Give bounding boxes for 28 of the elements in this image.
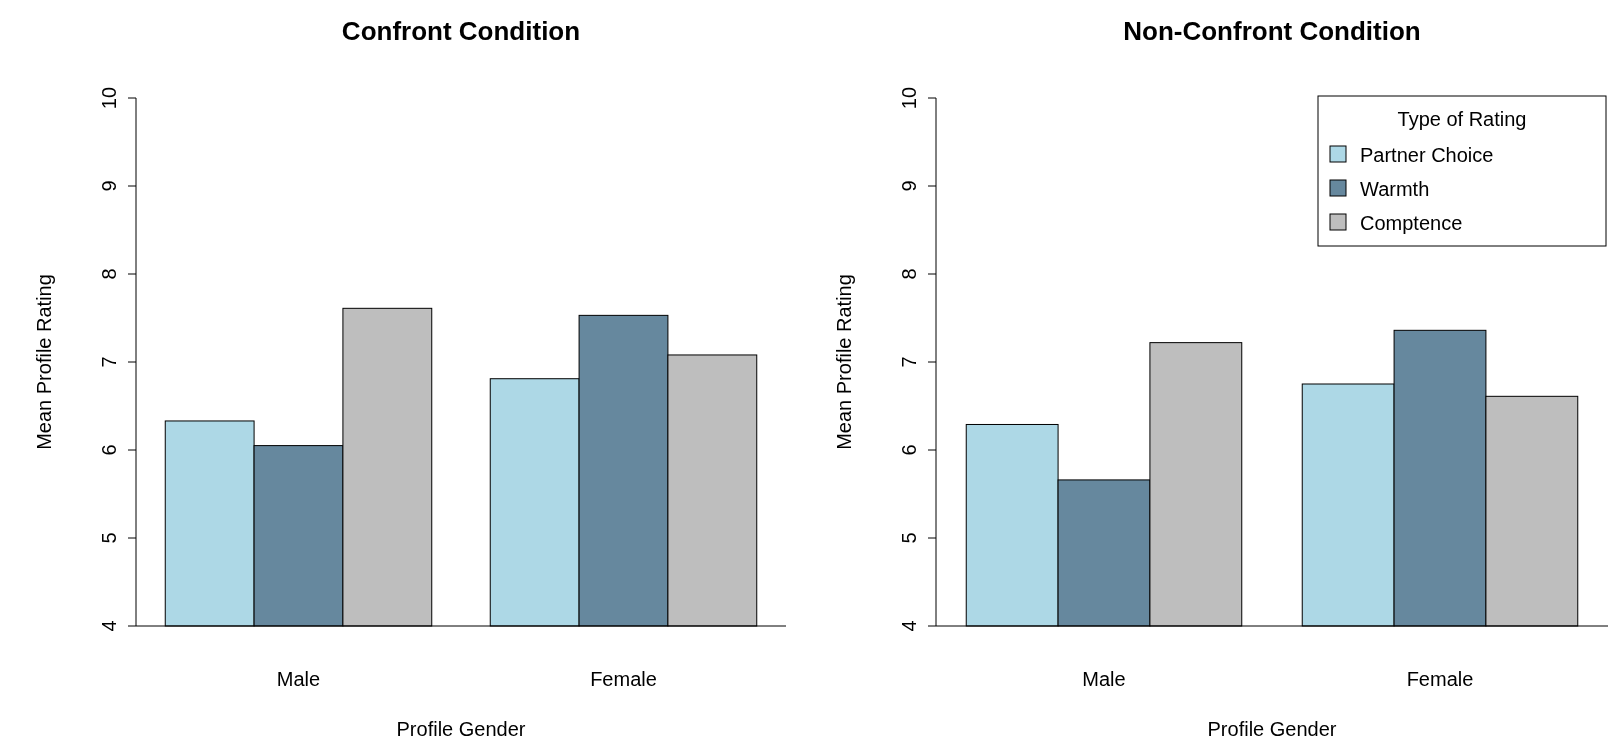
y-tick-label: 10: [98, 86, 120, 110]
y-tick-label: 5: [98, 532, 120, 544]
x-tick-label: Female: [590, 668, 657, 690]
legend-label: Warmth: [1360, 178, 1430, 200]
y-tick-label: 6: [898, 444, 920, 456]
y-tick-label: 8: [98, 268, 120, 280]
x-axis-title: Profile Gender: [1207, 718, 1337, 740]
y-tick-label: 8: [898, 268, 920, 280]
x-tick-label: Male: [276, 668, 321, 690]
legend-title: Type of Rating: [1397, 108, 1527, 130]
y-axis-title: Mean Profile Rating: [833, 274, 855, 450]
y-tick-label: 7: [898, 356, 920, 368]
y-tick-label: 4: [898, 620, 920, 632]
y-tick-label: 6: [98, 444, 120, 456]
x-tick-label: Female: [1406, 668, 1474, 690]
y-tick-label: 5: [898, 532, 920, 544]
legend-label: Comptence: [1360, 212, 1463, 234]
y-tick-label: 7: [98, 356, 120, 368]
legend-label: Partner Choice: [1360, 144, 1494, 166]
y-tick-label: 9: [98, 180, 120, 192]
y-tick-label: 10: [898, 86, 920, 110]
chart-title: Non-Confront Condition: [1123, 16, 1421, 46]
y-axis-title: Mean Profile Rating: [33, 274, 55, 450]
y-tick-label: 4: [98, 620, 120, 632]
chart-title: Confront Condition: [341, 16, 581, 46]
x-tick-label: Male: [1082, 668, 1126, 690]
y-tick-label: 9: [898, 180, 920, 192]
x-axis-title: Profile Gender: [396, 718, 526, 740]
